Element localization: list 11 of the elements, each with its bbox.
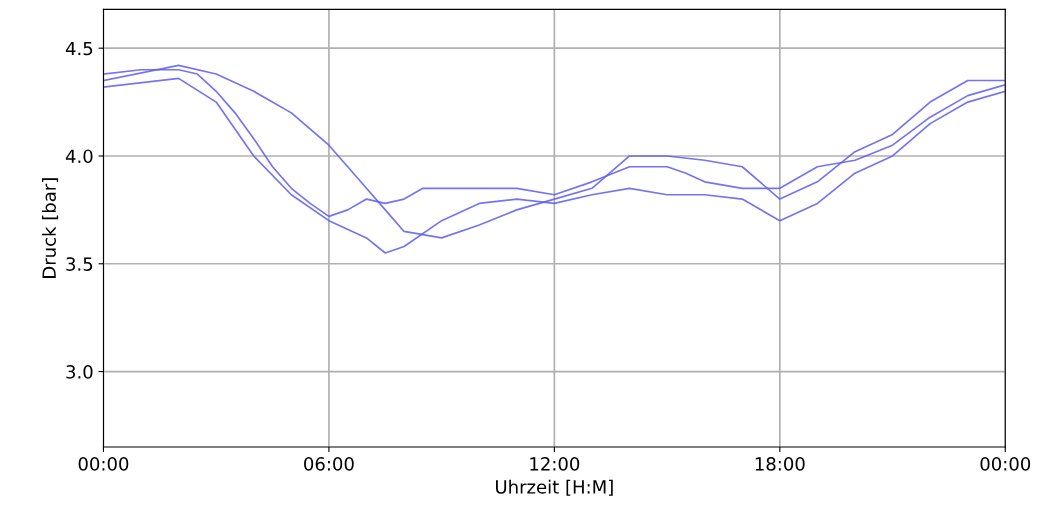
x-tick-label: 12:00 [530,457,580,471]
x-tick-label: 00:00 [78,457,129,471]
x-tick-label: 18:00 [755,457,805,471]
x-tick-label: 00:00 [980,457,1031,471]
x-tick-label: 06:00 [304,457,354,471]
y-tick-label: 3.5 [66,257,93,271]
y-tick-label: 3.0 [66,365,93,379]
y-axis-title: Druck [bar] [41,178,59,278]
y-tick-label: 4.5 [65,41,93,56]
x-axis-title: Uhrzeit [H:M] [496,479,613,496]
y-tick-label: 4.0 [65,149,93,164]
